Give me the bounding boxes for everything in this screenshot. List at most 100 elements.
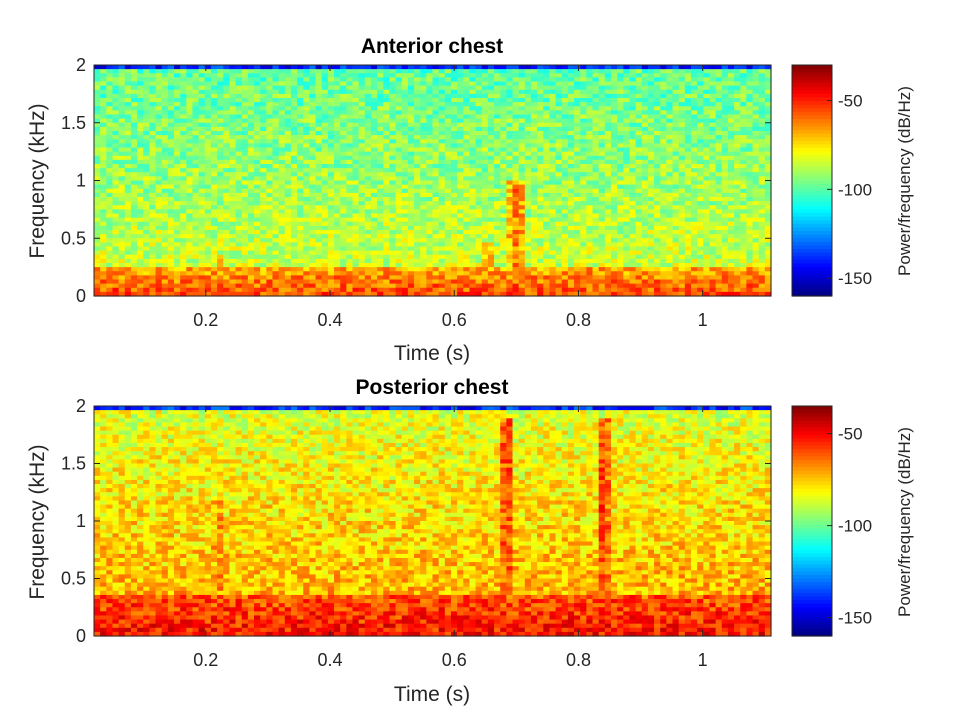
spectrogram-cell [199, 247, 206, 252]
spectrogram-cell [242, 131, 249, 136]
spectrogram-cell [125, 185, 132, 190]
spectrogram-cell [100, 106, 107, 111]
spectrogram-cell [506, 238, 513, 243]
spectrogram-cell [180, 168, 187, 173]
spectrogram-cell [525, 156, 532, 161]
spectrogram-cell [746, 127, 753, 132]
spectrogram-cell [642, 222, 649, 227]
spectrogram-cell [359, 230, 366, 235]
spectrogram-cell [519, 65, 526, 70]
spectrogram-cell [543, 160, 550, 165]
spectrogram-cell [217, 77, 224, 82]
spectrogram-cell [420, 90, 427, 95]
spectrogram-cell [463, 226, 470, 231]
spectrogram-cell [414, 77, 421, 82]
spectrogram-cell [488, 69, 495, 74]
spectrogram-cell [654, 143, 661, 148]
spectrogram-cell [586, 214, 593, 219]
spectrogram-cell [322, 77, 329, 82]
spectrogram-cell [303, 168, 310, 173]
spectrogram-cell [211, 69, 218, 74]
spectrogram-cell [279, 251, 286, 256]
spectrogram-cell [500, 247, 507, 252]
spectrogram-cell [211, 230, 218, 235]
spectrogram-cell [593, 238, 600, 243]
spectrogram-cell [740, 65, 747, 70]
spectrogram-cell [753, 205, 760, 210]
spectrogram-cell [346, 251, 353, 256]
spectrogram-cell [439, 73, 446, 78]
spectrogram-cell [174, 131, 181, 136]
spectrogram-cell [746, 152, 753, 157]
spectrogram-cell [94, 123, 101, 128]
spectrogram-cell [192, 197, 199, 202]
spectrogram-cell [426, 205, 433, 210]
spectrogram-cell [580, 197, 587, 202]
spectrogram-cell [648, 176, 655, 181]
spectrogram-cell [673, 193, 680, 198]
spectrogram-cell [500, 73, 507, 78]
spectrogram-cell [414, 226, 421, 231]
spectrogram-cell [753, 181, 760, 186]
spectrogram-cell [556, 86, 563, 91]
spectrogram-cell [199, 115, 206, 120]
spectrogram-cell [586, 164, 593, 169]
spectrogram-cell [599, 172, 606, 177]
spectrogram-cell [476, 168, 483, 173]
spectrogram-cell [599, 77, 606, 82]
spectrogram-cell [703, 168, 710, 173]
spectrogram-cell [574, 185, 581, 190]
spectrogram-cell [180, 214, 187, 219]
spectrogram-cell [716, 230, 723, 235]
spectrogram-cell [125, 143, 132, 148]
spectrogram-cell [408, 172, 415, 177]
spectrogram-cell [389, 201, 396, 206]
spectrogram-cell [543, 73, 550, 78]
spectrogram-cell [568, 197, 575, 202]
spectrogram-cell [623, 214, 630, 219]
spectrogram-cell [586, 77, 593, 82]
spectrogram-cell [611, 119, 618, 124]
spectrogram-cell [131, 160, 138, 165]
spectrogram-cell [371, 214, 378, 219]
spectrogram-cell [229, 238, 236, 243]
spectrogram-cell [371, 209, 378, 214]
spectrogram-cell [272, 222, 279, 227]
spectrogram-cell [513, 115, 520, 120]
spectrogram-cell [494, 73, 501, 78]
spectrogram-cell [346, 242, 353, 247]
spectrogram-cell [697, 185, 704, 190]
spectrogram-cell [279, 209, 286, 214]
spectrogram-cell [94, 115, 101, 120]
spectrogram-cell [703, 218, 710, 223]
spectrogram-cell [556, 172, 563, 177]
spectrogram-cell [679, 115, 686, 120]
spectrogram-cell [242, 247, 249, 252]
spectrogram-cell [174, 168, 181, 173]
spectrogram-cell [112, 164, 119, 169]
spectrogram-cell [248, 119, 255, 124]
spectrogram-cell [131, 168, 138, 173]
spectrogram-cell [439, 148, 446, 153]
spectrogram-cell [426, 73, 433, 78]
spectrogram-cell [666, 185, 673, 190]
spectrogram-cell [322, 98, 329, 103]
spectrogram-cell [482, 143, 489, 148]
spectrogram-cell [285, 251, 292, 256]
spectrogram-cell [340, 218, 347, 223]
spectrogram-cell [549, 205, 556, 210]
spectrogram-cell [242, 148, 249, 153]
spectrogram-cell [513, 131, 520, 136]
spectrogram-cell [340, 164, 347, 169]
spectrogram-cell [709, 230, 716, 235]
spectrogram-cell [174, 185, 181, 190]
spectrogram-cell [439, 94, 446, 99]
spectrogram-cell [574, 102, 581, 107]
spectrogram-cell [180, 247, 187, 252]
spectrogram-cell [377, 164, 384, 169]
spectrogram-cell [346, 69, 353, 74]
spectrogram-cell [346, 123, 353, 128]
spectrogram-cell [149, 131, 156, 136]
spectrogram-cell [482, 168, 489, 173]
spectrogram-cell [531, 193, 538, 198]
